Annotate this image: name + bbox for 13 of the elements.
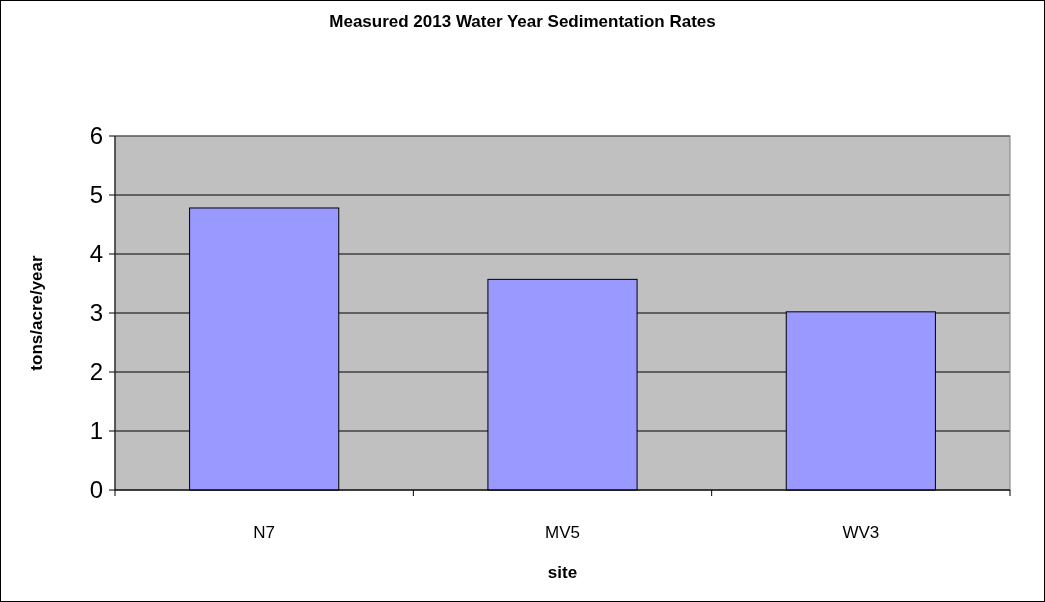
x-tick-label: WV3 <box>842 523 880 542</box>
x-axis-title: site <box>547 563 578 582</box>
y-tick-label: 4 <box>89 240 103 268</box>
y-tick-label: 3 <box>89 299 103 327</box>
chart-title: Measured 2013 Water Year Sedimentation Rates <box>329 12 716 31</box>
y-tick-label: 6 <box>89 122 103 150</box>
y-tick-label: 5 <box>89 181 103 209</box>
x-tick-label: MV5 <box>545 523 580 542</box>
y-tick-label: 1 <box>89 417 103 445</box>
y-axis-title: tons/acre/year <box>27 254 46 371</box>
y-tick-label: 0 <box>89 476 103 504</box>
y-tick-label: 2 <box>89 358 103 386</box>
x-tick-label: N7 <box>253 523 276 542</box>
